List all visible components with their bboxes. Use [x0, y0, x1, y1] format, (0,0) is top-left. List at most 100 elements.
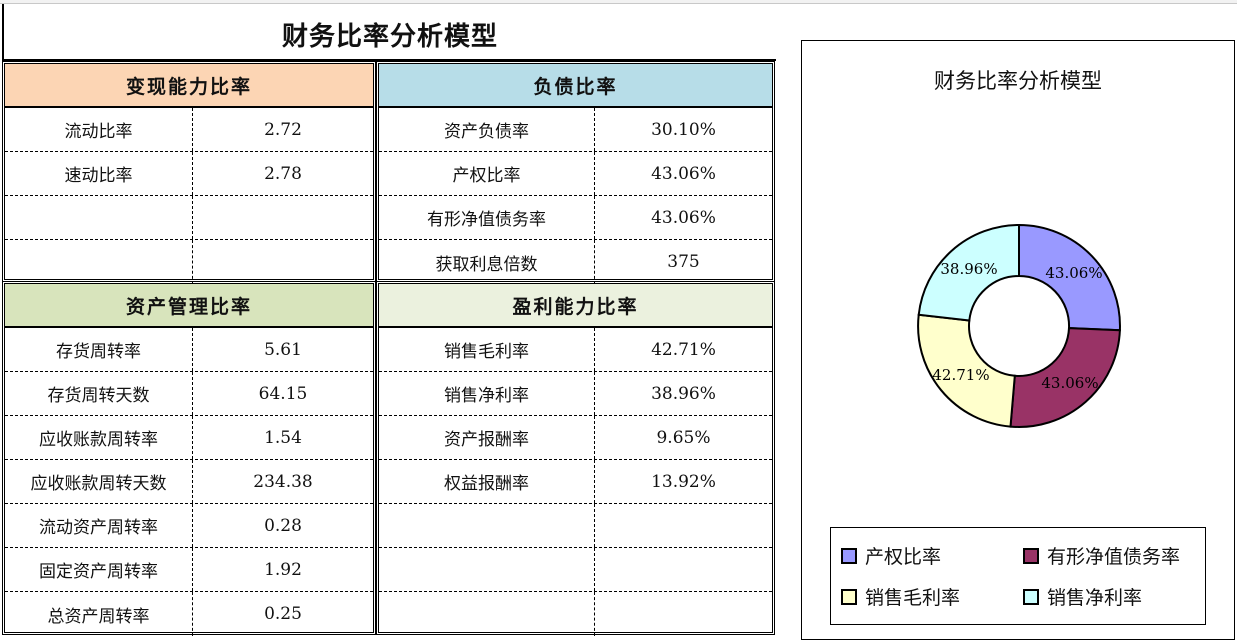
- legend-item[interactable]: 销售毛利率: [841, 583, 960, 610]
- slice-gross-margin[interactable]: [917, 313, 1016, 428]
- legend-label: 产权比率: [865, 546, 942, 568]
- chart-title[interactable]: 财务比率分析模型: [934, 69, 1102, 93]
- panel-asset-management: 资产管理比率 存货周转率 5.61 存货周转天数 64.15 应收账款周转率 1.54…: [2, 281, 376, 636]
- data-label: 43.06%: [1045, 264, 1102, 282]
- table-row: 总资产周转率 0.25: [5, 592, 373, 636]
- row-value[interactable]: 38.96%: [651, 383, 716, 404]
- legend-swatch-icon: [1023, 588, 1039, 605]
- legend-swatch-icon: [841, 588, 857, 605]
- sheet-gridline: [0, 0, 1237, 4]
- row-value[interactable]: 43.06%: [651, 207, 716, 228]
- liquidity-header[interactable]: 变现能力比率: [5, 64, 373, 108]
- row-value[interactable]: 0.25: [264, 604, 302, 624]
- table-row: [379, 548, 772, 592]
- row-label[interactable]: 速动比率: [5, 152, 193, 195]
- panel-profitability: 盈利能力比率 销售毛利率 42.71% 销售净利率 38.96% 资产报酬率 9.65…: [376, 281, 775, 636]
- table-row: [5, 196, 373, 240]
- row-value[interactable]: 13.92%: [651, 471, 716, 492]
- row-label[interactable]: [5, 240, 193, 284]
- row-value[interactable]: [193, 240, 373, 284]
- row-label[interactable]: [5, 196, 193, 239]
- row-label[interactable]: 权益报酬率: [379, 460, 595, 503]
- row-label[interactable]: [379, 548, 595, 591]
- row-value[interactable]: 1.54: [264, 427, 302, 448]
- row-label[interactable]: 有形净值债务率: [379, 196, 595, 239]
- row-value[interactable]: 234.38: [253, 471, 313, 492]
- legend-item[interactable]: 销售净利率: [1023, 583, 1142, 610]
- table-row: 固定资产周转率 1.92: [5, 548, 373, 592]
- row-label[interactable]: 总资产周转率: [5, 592, 193, 636]
- table-row: 资产报酬率 9.65%: [379, 416, 772, 460]
- row-label[interactable]: 应收账款周转率: [5, 416, 193, 459]
- table-row: 资产负债率 30.10%: [379, 108, 772, 152]
- table-row: 存货周转率 5.61: [5, 328, 373, 372]
- row-label[interactable]: 应收账款周转天数: [5, 460, 193, 503]
- table-row: 应收账款周转率 1.54: [5, 416, 373, 460]
- row-label[interactable]: 销售毛利率: [379, 328, 595, 371]
- table-row: 流动资产周转率 0.28: [5, 504, 373, 548]
- table-row: 存货周转天数 64.15: [5, 372, 373, 416]
- row-value[interactable]: 30.10%: [651, 119, 716, 140]
- row-label[interactable]: 固定资产周转率: [5, 548, 193, 591]
- row-value[interactable]: 1.92: [264, 559, 302, 580]
- row-value[interactable]: 375: [667, 252, 700, 272]
- row-value[interactable]: 9.65%: [656, 427, 711, 448]
- legend-item[interactable]: 产权比率: [841, 542, 941, 569]
- row-label[interactable]: 流动比率: [5, 108, 193, 151]
- row-value[interactable]: 64.15: [258, 383, 308, 404]
- row-label[interactable]: 产权比率: [379, 152, 595, 195]
- row-value[interactable]: 2.78: [264, 163, 302, 184]
- table-row: [5, 240, 373, 284]
- table-row: 权益报酬率 13.92%: [379, 460, 772, 504]
- page-title: 财务比率分析模型: [281, 22, 498, 52]
- doughnut-plot: 43.06% 43.06% 42.71% 38.96%: [917, 223, 1121, 428]
- row-label[interactable]: [379, 504, 595, 547]
- slice-equity-ratio[interactable]: [1018, 223, 1121, 332]
- row-value[interactable]: 2.72: [264, 119, 302, 140]
- data-label: 42.71%: [932, 366, 989, 384]
- row-value[interactable]: [595, 548, 772, 591]
- row-value[interactable]: [595, 592, 772, 636]
- row-label[interactable]: 流动资产周转率: [5, 504, 193, 547]
- panel-debt: 负债比率 资产负债率 30.10% 产权比率 43.06% 有形净值债务率 43.06…: [376, 61, 775, 284]
- legend-swatch-icon: [841, 547, 857, 564]
- debt-header[interactable]: 负债比率: [379, 64, 772, 108]
- data-label: 38.96%: [940, 260, 997, 278]
- legend-label: 销售净利率: [1047, 587, 1143, 609]
- table-row: 速动比率 2.78: [5, 152, 373, 196]
- chart-legend[interactable]: 产权比率 有形净值债务率 销售毛利率 销售净利率: [830, 527, 1206, 625]
- table-row: 产权比率 43.06%: [379, 152, 772, 196]
- row-label[interactable]: [379, 592, 595, 636]
- table-row: [379, 504, 772, 548]
- doughnut-chart[interactable]: 财务比率分析模型 43.06% 43.06% 42.71% 38.96% 产权比…: [801, 40, 1235, 640]
- table-row: 获取利息倍数 375: [379, 240, 772, 284]
- profitability-header[interactable]: 盈利能力比率: [379, 284, 772, 328]
- table-row: 销售净利率 38.96%: [379, 372, 772, 416]
- table-row: 应收账款周转天数 234.38: [5, 460, 373, 504]
- table-row: 销售毛利率 42.71%: [379, 328, 772, 372]
- data-label: 43.06%: [1041, 374, 1098, 392]
- legend-item[interactable]: 有形净值债务率: [1023, 542, 1180, 569]
- row-value[interactable]: [193, 196, 373, 239]
- legend-label: 销售毛利率: [865, 587, 961, 609]
- row-label[interactable]: 存货周转天数: [5, 372, 193, 415]
- table-row: 流动比率 2.72: [5, 108, 373, 152]
- legend-swatch-icon: [1023, 547, 1039, 564]
- table-row: [379, 592, 772, 636]
- row-label[interactable]: 资产负债率: [379, 108, 595, 151]
- panel-liquidity: 变现能力比率 流动比率 2.72 速动比率 2.78: [2, 61, 376, 284]
- row-value[interactable]: 42.71%: [651, 339, 716, 360]
- row-value[interactable]: 5.61: [264, 339, 302, 360]
- row-value[interactable]: 43.06%: [651, 163, 716, 184]
- title-cell[interactable]: 财务比率分析模型: [2, 4, 776, 61]
- row-value[interactable]: [595, 504, 772, 547]
- legend-label: 有形净值债务率: [1047, 546, 1181, 568]
- row-label[interactable]: 存货周转率: [5, 328, 193, 371]
- slice-tangible-net-debt-ratio[interactable]: [1009, 327, 1121, 428]
- slice-net-margin[interactable]: [917, 223, 1020, 322]
- row-value[interactable]: 0.28: [264, 515, 302, 536]
- row-label[interactable]: 资产报酬率: [379, 416, 595, 459]
- row-label[interactable]: 销售净利率: [379, 372, 595, 415]
- asset-management-header[interactable]: 资产管理比率: [5, 284, 373, 328]
- row-label[interactable]: 获取利息倍数: [379, 240, 595, 284]
